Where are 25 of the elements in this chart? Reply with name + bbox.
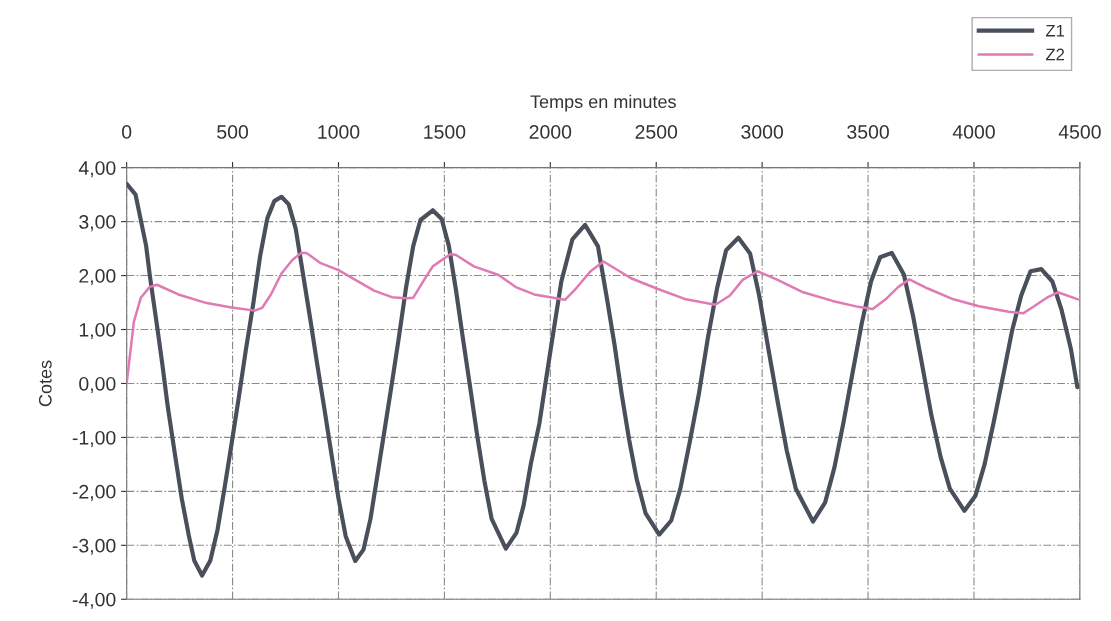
y-tick-label: 3,00	[79, 215, 116, 232]
y-axis-title: Cotes	[38, 360, 52, 407]
x-tick-label: 4500	[1058, 125, 1101, 139]
legend-label: Z1	[1045, 24, 1065, 37]
x-tick-label: 0	[122, 125, 132, 139]
x-tick-label: 1500	[424, 125, 466, 139]
y-tick-label: 2,00	[79, 269, 116, 286]
y-tick-label: 0,00	[79, 376, 116, 393]
y-tick-label: 1,00	[79, 322, 116, 340]
y-tick-label: -2,00	[72, 484, 116, 501]
x-tick-label: 3500	[847, 125, 889, 139]
y-tick-label: -3,00	[72, 538, 116, 555]
legend-label: Z2	[1045, 48, 1065, 61]
x-axis-title: Temps en minutes	[530, 94, 676, 112]
x-tick-label: 2500	[635, 125, 678, 139]
line-series	[126, 181, 1080, 578]
x-tick-label: 500	[217, 125, 249, 139]
line-series	[126, 251, 1080, 385]
y-tick-label: 4,00	[78, 161, 116, 178]
x-tick-label: 2000	[529, 125, 572, 139]
y-tick-label: -1,00	[72, 430, 116, 447]
x-tick-label: 4000	[952, 125, 995, 139]
x-tick-label: 1000	[318, 125, 360, 139]
x-tick-label: 3000	[741, 125, 784, 139]
y-tick-label: -4,00	[72, 592, 116, 609]
